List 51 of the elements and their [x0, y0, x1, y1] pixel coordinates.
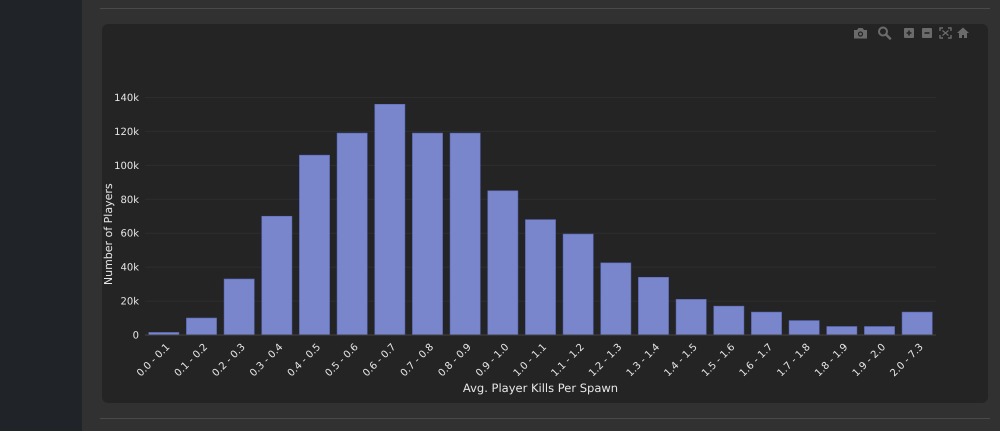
bar — [788, 320, 820, 336]
y-tick-label: 80k — [120, 194, 140, 206]
bar — [676, 299, 707, 336]
y-tick-label: 20k — [120, 296, 140, 308]
x-tick-label: 1.8 - 1.9 — [813, 342, 850, 380]
y-tick-label: 40k — [120, 262, 140, 274]
x-tick-label: 0.4 - 0.5 — [286, 342, 324, 380]
x-axis-title: Avg. Player Kills Per Spawn — [462, 381, 618, 395]
bar — [902, 312, 933, 336]
x-tick-label: 1.9 - 2.0 — [850, 342, 888, 380]
bar — [751, 312, 782, 336]
bar — [450, 132, 481, 336]
bar — [412, 132, 443, 336]
bar — [336, 132, 368, 336]
x-tick-label: 0.1 - 0.2 — [172, 342, 210, 380]
x-tick-label: 0.0 - 0.1 — [135, 342, 172, 380]
x-tick-label: 1.6 - 1.7 — [738, 342, 776, 380]
x-tick-label: 2.0 - 7.3 — [888, 342, 926, 380]
bar — [487, 190, 518, 336]
x-tick-label: 0.5 - 0.6 — [323, 342, 361, 380]
x-tick-label: 1.4 - 1.5 — [662, 342, 700, 380]
y-axis-title: Number of Players — [102, 183, 115, 286]
bar — [525, 219, 556, 336]
x-tick-label: 1.0 - 1.1 — [512, 342, 550, 380]
x-tick-label: 0.3 - 0.4 — [248, 342, 286, 380]
bar — [299, 154, 330, 336]
x-tick-label: 1.3 - 1.4 — [624, 342, 662, 380]
y-tick-label: 60k — [120, 228, 140, 240]
bar — [638, 277, 669, 336]
x-tick-label: 0.8 - 0.9 — [436, 342, 474, 380]
bar — [261, 216, 292, 336]
x-tick-label: 1.7 - 1.8 — [775, 342, 813, 380]
bar — [562, 234, 594, 336]
x-tick-label: 0.6 - 0.7 — [361, 342, 398, 380]
bar — [374, 104, 406, 336]
bar — [713, 306, 744, 336]
x-tick-label: 0.2 - 0.3 — [210, 342, 248, 380]
bar — [826, 326, 858, 336]
bar — [224, 278, 255, 336]
bar — [864, 326, 895, 336]
bar — [186, 318, 217, 336]
y-tick-label: 140k — [114, 93, 140, 104]
bar — [600, 262, 632, 336]
x-tick-label: 1.5 - 1.6 — [700, 342, 738, 380]
y-tick-label: 100k — [114, 160, 140, 172]
x-tick-label: 0.9 - 1.0 — [474, 342, 512, 380]
x-tick-label: 1.1 - 1.2 — [549, 342, 587, 380]
y-tick-label: 0 — [132, 330, 139, 342]
x-tick-label: 1.2 - 1.3 — [587, 342, 624, 380]
y-tick-label: 120k — [114, 126, 140, 138]
x-tick-label: 0.7 - 0.8 — [398, 342, 436, 380]
